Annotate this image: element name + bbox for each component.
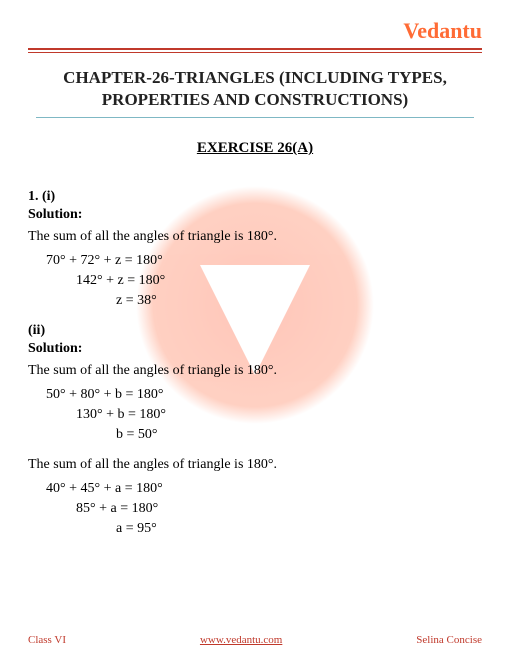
q1-equations: 70° + 72° + z = 180° 142° + z = 180° z =… <box>46 253 482 309</box>
q2b-eq3: a = 95° <box>116 521 482 537</box>
q1-statement: The sum of all the angles of triangle is… <box>28 229 482 245</box>
title-underline <box>36 117 474 118</box>
brand-logo: Vedantu <box>28 18 482 44</box>
chapter-title-line2: PROPERTIES AND CONSTRUCTIONS) <box>102 90 408 109</box>
q2a-eq1: 50° + 80° + b = 180° <box>46 387 482 403</box>
solution-label-2: Solution: <box>28 341 482 357</box>
q2-equations2: 40° + 45° + a = 180° 85° + a = 180° a = … <box>46 481 482 537</box>
q2a-eq3: b = 50° <box>116 427 482 443</box>
q2-equations1: 50° + 80° + b = 180° 130° + b = 180° b =… <box>46 387 482 443</box>
q1-eq3: z = 38° <box>116 293 482 309</box>
top-rule <box>28 48 482 53</box>
q2a-eq2: 130° + b = 180° <box>76 407 482 423</box>
question-1-label: 1. (i) <box>28 189 482 205</box>
content-area: 1. (i) Solution: The sum of all the angl… <box>28 189 482 537</box>
chapter-title: CHAPTER-26-TRIANGLES (INCLUDING TYPES, P… <box>28 67 482 111</box>
q2b-eq2: 85° + a = 180° <box>76 501 482 517</box>
footer-url[interactable]: www.vedantu.com <box>200 634 282 646</box>
solution-label-1: Solution: <box>28 207 482 223</box>
q2-statement2: The sum of all the angles of triangle is… <box>28 457 482 473</box>
q1-eq1: 70° + 72° + z = 180° <box>46 253 482 269</box>
footer-class: Class VI <box>28 634 66 646</box>
chapter-title-line1: CHAPTER-26-TRIANGLES (INCLUDING TYPES, <box>63 68 447 87</box>
q1-eq2: 142° + z = 180° <box>76 273 482 289</box>
exercise-title: EXERCISE 26(A) <box>28 140 482 157</box>
footer: Class VI www.vedantu.com Selina Concise <box>28 634 482 646</box>
q2-statement1: The sum of all the angles of triangle is… <box>28 363 482 379</box>
q2b-eq1: 40° + 45° + a = 180° <box>46 481 482 497</box>
question-2-label: (ii) <box>28 323 482 339</box>
footer-book: Selina Concise <box>416 634 482 646</box>
